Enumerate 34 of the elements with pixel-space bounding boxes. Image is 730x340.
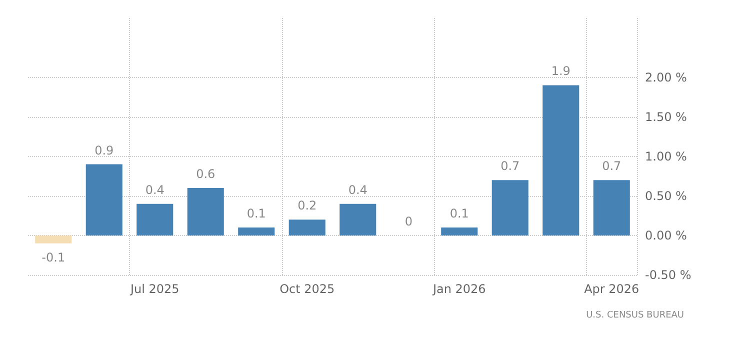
data-label: 0.2 [298,198,317,213]
data-label: 0.4 [145,182,164,197]
data-label: 0.6 [196,167,216,182]
data-label: 0 [404,214,412,228]
data-label: 0.1 [450,206,469,221]
bar [86,164,122,236]
y-tick-label: 1.00 % [645,149,687,164]
bar [441,228,478,236]
bar [340,204,376,236]
bar [136,204,174,236]
x-tick-label: Jan 2026 [432,282,486,296]
bar [238,228,275,236]
y-tick-label: 2.00 % [645,70,687,84]
data-label: 1.9 [551,64,570,78]
bar [542,85,580,236]
bar [492,180,528,236]
y-tick-label: -0.50 % [645,268,692,282]
data-label: 0.7 [500,159,520,174]
x-tick-label: Jul 2025 [129,282,180,296]
bar [288,220,326,236]
data-label: 0.4 [348,182,368,197]
data-label: 0.1 [246,206,266,221]
x-tick-label: Oct 2025 [280,282,335,296]
bar [35,235,72,244]
bar [593,180,630,236]
data-label: -0.1 [42,250,66,264]
x-tick-label: Apr 2026 [584,282,640,296]
text: U.S. CENSUS BUREAU [586,310,684,320]
bar [187,188,224,236]
y-tick-label: 0.00 % [645,228,687,242]
y-tick-label: 1.50 % [645,110,687,124]
data-label: 0.9 [94,143,114,158]
data-label: 0.7 [602,159,622,174]
y-tick-label: 0.50 % [645,188,687,203]
